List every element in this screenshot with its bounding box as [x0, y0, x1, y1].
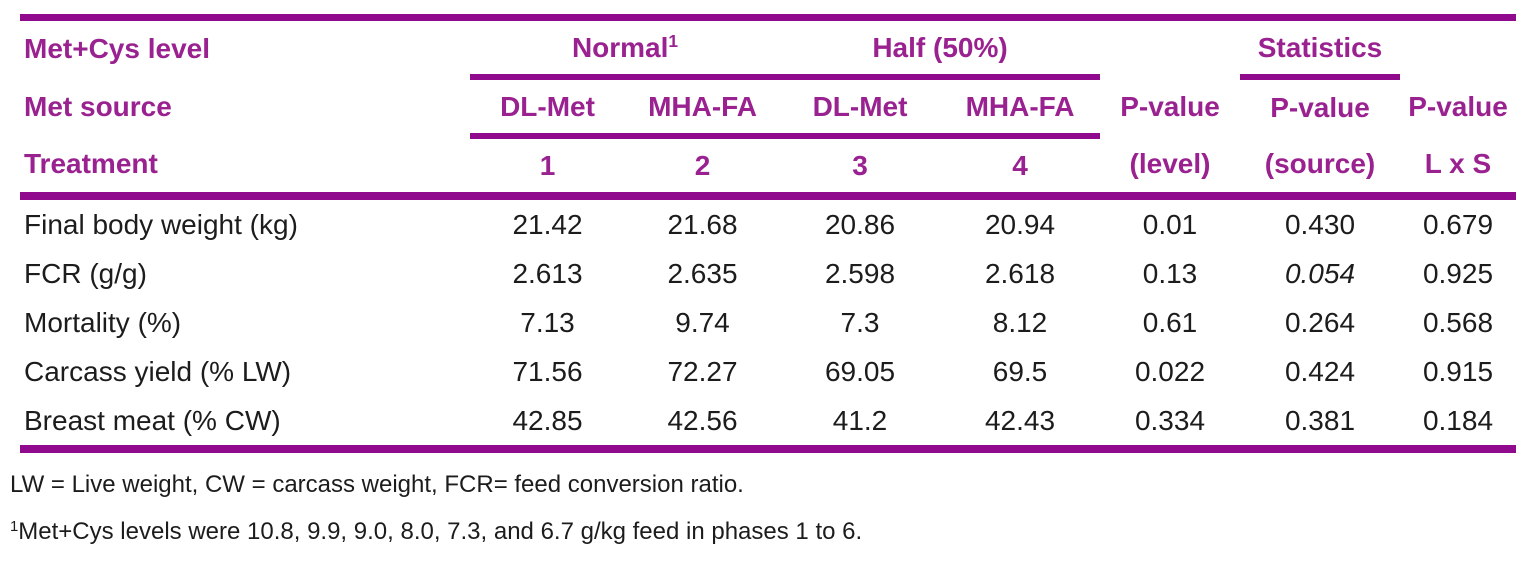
footnote-superscript: 1	[10, 518, 19, 535]
cell-value: 9.74	[675, 306, 730, 338]
row-label: Breast meat (% CW)	[20, 396, 470, 453]
results-table: Met+Cys level Normal1 Half (50%) Statist…	[20, 14, 1516, 453]
cell-value: 0.334	[1100, 396, 1240, 453]
header-group-half: Half (50%)	[780, 14, 1100, 80]
header-col-pvalue-source: P-value	[1270, 92, 1370, 123]
header-lxs-sub: L x S	[1400, 136, 1516, 200]
cell-value: 2.618	[984, 257, 1056, 289]
header-treatment: Treatment	[20, 136, 470, 200]
cell-value: 0.022	[1134, 355, 1206, 387]
table-row-mortality: Mortality (%) 7.13 9.74 7.3 8.12 0.61 0.…	[20, 298, 1516, 347]
header-treatment-1: 1	[470, 136, 625, 200]
header-level-sub: (level)	[1100, 136, 1240, 200]
cell-value: 71.56	[512, 355, 583, 387]
header-treatment-2: 2	[625, 136, 780, 200]
cell-value: 0.925	[1422, 257, 1494, 289]
cell-value: 41.2	[780, 396, 940, 453]
header-col-mhafa-1: MHA-FA	[625, 77, 780, 139]
header-treatment-3: 3	[780, 136, 940, 200]
cell-value: 0.61	[1142, 306, 1198, 338]
cell-value: 42.56	[625, 396, 780, 453]
cell-value: 42.85	[470, 396, 625, 453]
group-normal-label: Normal	[571, 31, 669, 63]
header-row-level: Met+Cys level Normal1 Half (50%) Statist…	[20, 14, 1516, 80]
cell-pvalue-trend: 0.054	[1284, 257, 1356, 289]
cell-value: 0.568	[1422, 306, 1494, 338]
table-body: Final body weight (kg) 21.42 21.68 20.86…	[20, 196, 1516, 453]
cell-value: 20.94	[984, 208, 1056, 240]
cell-value: 8.12	[992, 306, 1048, 338]
cell-value: 42.43	[940, 396, 1100, 453]
cell-value: 2.598	[824, 257, 896, 289]
cell-value: 0.13	[1142, 257, 1198, 289]
header-statistics: Statistics	[1240, 14, 1400, 80]
header-col-pvalue-lxs: P-value	[1408, 90, 1508, 122]
header-treatment-4: 4	[940, 136, 1100, 200]
row-label: Mortality (%)	[24, 306, 182, 338]
header-spacer-1	[1100, 14, 1240, 77]
table-header: Met+Cys level Normal1 Half (50%) Statist…	[20, 14, 1516, 200]
header-metcys-level: Met+Cys level	[20, 14, 470, 77]
table-row-fcr: FCR (g/g) 2.613 2.635 2.598 2.618 0.13 0…	[20, 249, 1516, 298]
row-label: FCR (g/g)	[24, 257, 147, 289]
header-col-mhafa-2: MHA-FA	[940, 77, 1100, 139]
cell-value: 0.430	[1284, 208, 1356, 240]
cell-value: 69.5	[992, 355, 1048, 387]
group-normal-superscript: 1	[668, 30, 679, 51]
cell-value: 69.05	[824, 355, 896, 387]
header-row-treatment: Treatment 1 2 3 4 (level) (source) L x S	[20, 136, 1516, 200]
cell-value: 21.42	[512, 208, 583, 240]
table-row-final-body-weight: Final body weight (kg) 21.42 21.68 20.86…	[20, 196, 1516, 249]
table-row-carcass-yield: Carcass yield (% LW) 71.56 72.27 69.05 6…	[20, 347, 1516, 396]
header-met-source: Met source	[24, 90, 172, 122]
table-row-breast-meat: Breast meat (% CW) 42.85 42.56 41.2 42.4…	[20, 396, 1516, 453]
header-source-sub: (source)	[1240, 136, 1400, 200]
cell-value: 2.613	[512, 257, 583, 289]
footnote-metcys-levels: 1Met+Cys levels were 10.8, 9.9, 9.0, 8.0…	[10, 518, 1536, 546]
header-spacer-2	[1400, 14, 1516, 77]
row-label: Final body weight (kg)	[24, 208, 298, 240]
cell-value: 2.635	[667, 257, 738, 289]
cell-value: 7.3	[840, 306, 880, 338]
cell-value: 0.184	[1400, 396, 1516, 453]
header-group-normal: Normal1	[470, 14, 780, 80]
header-col-pvalue-level: P-value	[1120, 90, 1220, 122]
cell-pvalue-significant: 0.01	[1142, 208, 1198, 240]
footnote-text: Met+Cys levels were 10.8, 9.9, 9.0, 8.0,…	[18, 518, 863, 545]
footnote-abbreviations: LW = Live weight, CW = carcass weight, F…	[10, 471, 744, 498]
row-label: Carcass yield (% LW)	[24, 355, 292, 387]
cell-value: 0.915	[1422, 355, 1494, 387]
cell-value: 20.86	[824, 208, 896, 240]
cell-value: 0.424	[1284, 355, 1356, 387]
cell-value: 0.381	[1240, 396, 1400, 453]
cell-value: 0.264	[1284, 306, 1356, 338]
header-col-dlmet-2: DL-Met	[780, 77, 940, 139]
cell-value: 0.679	[1422, 208, 1494, 240]
cell-value: 72.27	[667, 355, 738, 387]
cell-value: 21.68	[667, 208, 738, 240]
cell-value: 7.13	[520, 306, 575, 338]
header-col-dlmet-1: DL-Met	[470, 77, 625, 139]
header-row-source: Met source DL-Met MHA-FA DL-Met MHA-FA P…	[20, 77, 1516, 139]
